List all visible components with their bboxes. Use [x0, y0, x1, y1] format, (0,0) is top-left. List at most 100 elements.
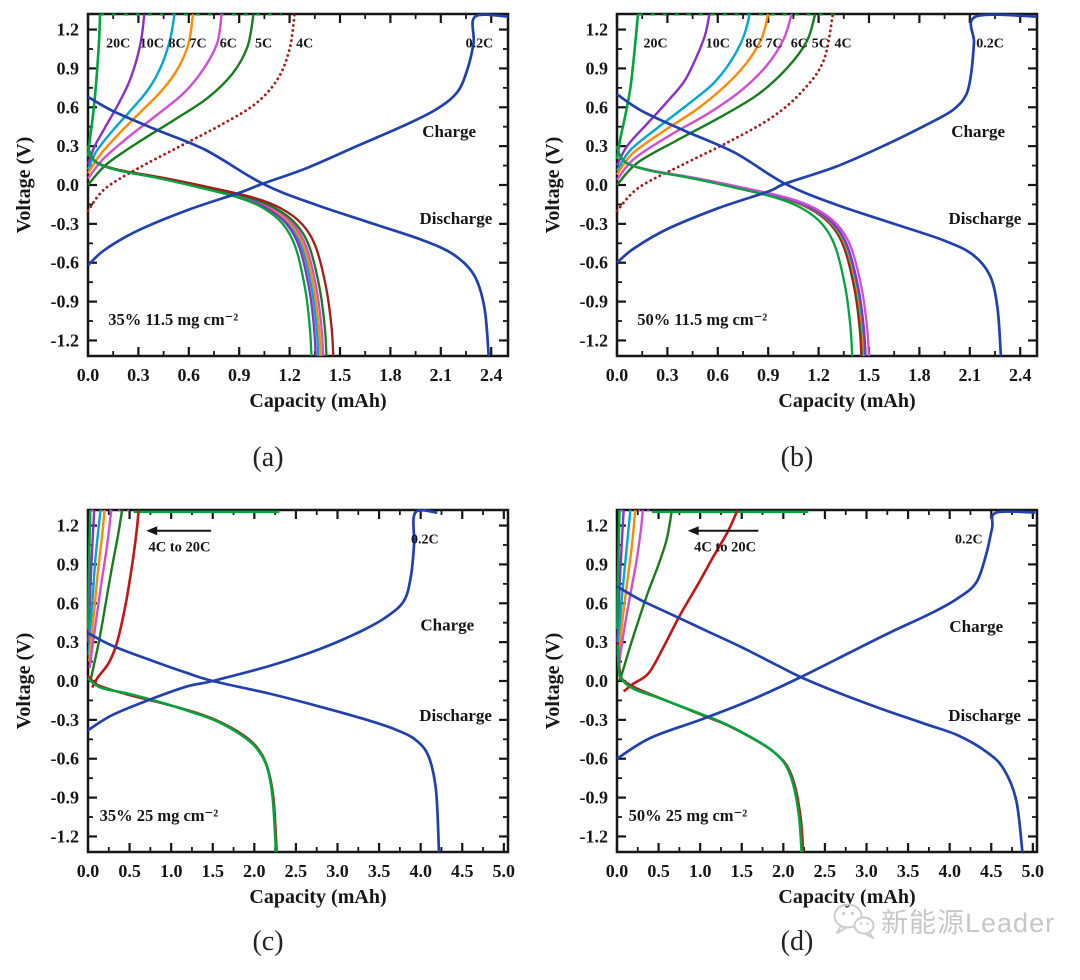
series-charge-10C — [86, 13, 146, 165]
rate-02c: 0.2C — [411, 533, 439, 548]
y-tick-label: 0.3 — [57, 632, 80, 652]
x-tick-label: 0.0 — [77, 861, 100, 881]
x-tick-label: 0.0 — [606, 861, 629, 881]
y-tick-label: -1.2 — [51, 331, 80, 351]
discharge-label: Discharge — [948, 706, 1021, 725]
series-discharge-0.2C — [616, 93, 1003, 357]
y-tick-label: -0.3 — [51, 710, 80, 730]
rate-20c: 20C — [106, 37, 130, 52]
series-discharge-20C — [86, 145, 313, 357]
x-tick-label: 0.0 — [77, 365, 100, 385]
series-charge-20C — [615, 509, 621, 630]
x-tick-label: 4.0 — [409, 861, 432, 881]
x-tick-label: 2.4 — [480, 365, 503, 385]
y-tick-label: 0.3 — [586, 136, 609, 156]
series-charge-6C — [616, 13, 793, 181]
rate-4c: 4C — [834, 37, 851, 52]
rate-direction-arrow: 4C to 20C — [687, 526, 759, 556]
charge-label: Charge — [420, 616, 474, 635]
x-tick-label: 0.5 — [118, 861, 141, 881]
y-tick-label: 0.9 — [586, 554, 609, 574]
watermark: 新能源Leader — [832, 901, 1055, 940]
x-tick-label: 3.0 — [855, 861, 878, 881]
x-tick-label: 1.0 — [689, 861, 712, 881]
panel-letter-d: (d) — [780, 926, 814, 957]
discharge-label: Discharge — [420, 209, 493, 228]
plot-area-d: 0.0 0.5 1.0 1.5 2.0 2.5 3.0 3.5 4.0 4.5 5.0 1.2 0.9 0… — [580, 508, 1045, 881]
rate-5c: 5C — [812, 37, 829, 52]
x-tick-label: 0.6 — [178, 365, 201, 385]
plot-area-a: 0.0 0.3 0.6 0.9 1.2 1.5 1.8 2.1 2.4 1.2 0.9 0.6 0.3 0… — [51, 12, 510, 385]
series-charge-6C — [88, 509, 113, 669]
series-discharge-20C — [87, 677, 278, 853]
condition-annotation: 35% 11.5 mg cm⁻² — [108, 310, 238, 329]
y-tick-label: 0.6 — [57, 97, 80, 117]
x-tick-label: 1.5 — [329, 365, 352, 385]
series-charge-10C — [615, 13, 711, 167]
series-charge-8C — [616, 509, 632, 656]
series-charge-4C — [86, 12, 296, 213]
rate-02c: 0.2C — [976, 37, 1004, 52]
x-tick-label: 5.0 — [1022, 861, 1045, 881]
rate-6c: 6C — [220, 37, 237, 52]
series-charge-8C — [87, 509, 102, 656]
series-charge-8C — [615, 13, 751, 172]
series-charge-5C — [618, 509, 674, 682]
rate-7c: 7C — [766, 37, 783, 52]
x-tick-label: 2.0 — [772, 861, 795, 881]
x-tick-label: 2.4 — [1009, 365, 1031, 385]
series-charge-7C — [86, 13, 195, 174]
x-tick-label: 2.5 — [285, 861, 308, 881]
x-tick-label: 0.5 — [647, 861, 670, 881]
y-tick-label: -1.2 — [51, 827, 80, 847]
x-tick-label: 0.0 — [606, 365, 629, 385]
rate-8c: 8C — [745, 37, 762, 52]
x-tick-label: 3.5 — [897, 861, 920, 881]
panel-letter-a: (a) — [252, 442, 284, 473]
y-tick-label: 0.3 — [57, 136, 80, 156]
rate-02c: 0.2C — [466, 37, 494, 52]
x-tick-label: 2.1 — [430, 365, 453, 385]
y-tick-label: -0.9 — [580, 788, 609, 808]
x-tick-label: 1.8 — [379, 365, 402, 385]
y-tick-label: 1.2 — [57, 20, 80, 40]
rate-direction-arrow: 4C to 20C — [146, 526, 212, 556]
y-tick-label: 1.2 — [586, 20, 609, 40]
series-discharge-0.2C — [87, 631, 441, 853]
y-tick-label: -0.9 — [51, 788, 80, 808]
x-tick-label: 2.5 — [814, 861, 837, 881]
series-charge-4C — [622, 509, 739, 693]
x-tick-label: 4.5 — [980, 861, 1003, 881]
y-tick-label: 0.9 — [57, 58, 80, 78]
charge-label: Charge — [422, 122, 476, 141]
y-tick-label: 0.0 — [57, 671, 80, 691]
series-charge-20C — [86, 509, 92, 630]
y-tick-label: -0.3 — [580, 214, 609, 234]
series-charge-8C — [86, 13, 176, 170]
x-tick-label: 3.5 — [368, 861, 391, 881]
y-tick-label: -1.2 — [580, 331, 609, 351]
x-tick-label: 3.0 — [326, 861, 349, 881]
x-tick-label: 1.5 — [202, 861, 225, 881]
condition-annotation: 35% 25 mg cm⁻² — [100, 806, 219, 825]
x-axis-title-b: Capacity (mAh) — [778, 390, 916, 412]
x-tick-label: 0.9 — [228, 365, 251, 385]
x-tick-label: 0.3 — [127, 365, 150, 385]
y-tick-label: 0.0 — [586, 671, 609, 691]
y-tick-label: 0.9 — [586, 58, 609, 78]
watermark-text: 新能源Leader — [881, 908, 1056, 938]
condition-annotation: 50% 25 mg cm⁻² — [629, 806, 748, 825]
series-charge-6C — [87, 13, 223, 180]
x-tick-label: 1.2 — [807, 365, 830, 385]
series-charge-5C — [89, 509, 124, 682]
y-tick-label: -0.3 — [51, 214, 80, 234]
rate-10c: 10C — [140, 37, 164, 52]
rate-7c: 7C — [189, 37, 206, 52]
rate-02c: 0.2C — [955, 533, 983, 548]
series-charge-0.2C — [87, 13, 509, 267]
series-charge-20C — [86, 13, 102, 157]
x-axis-title-d: Capacity (mAh) — [778, 886, 916, 908]
